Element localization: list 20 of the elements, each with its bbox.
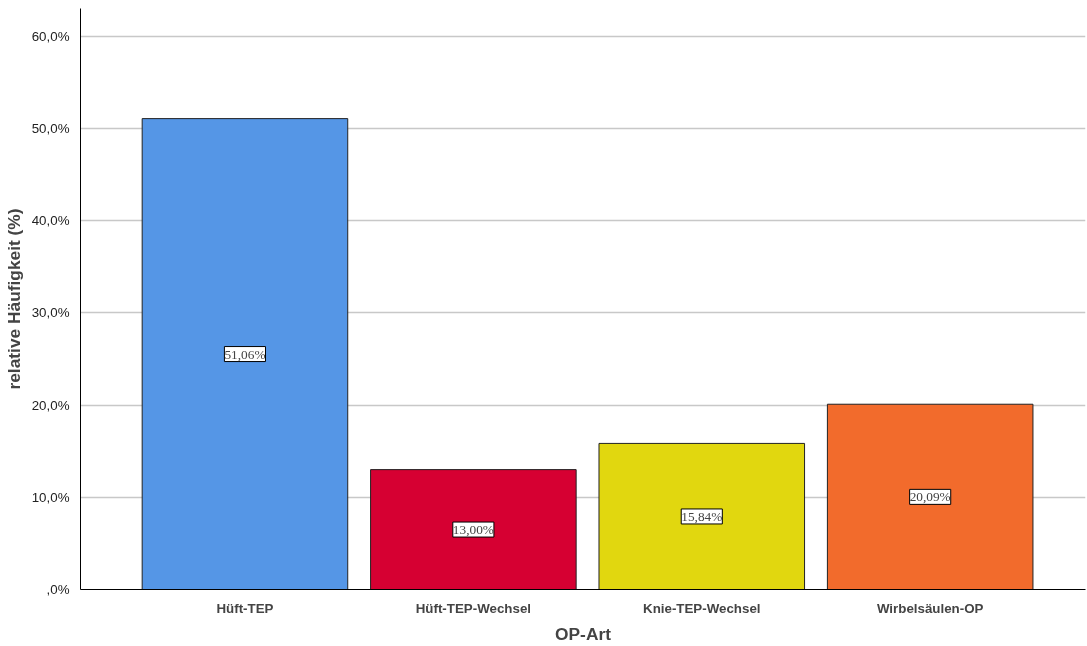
y-tick-label: 40,0% xyxy=(31,213,70,229)
bar xyxy=(141,118,349,590)
data-label: 51,06% xyxy=(224,346,266,362)
y-tick-label: ,0% xyxy=(46,582,70,597)
y-tick-label: 10,0% xyxy=(31,489,70,505)
x-tick-label: Knie-TEP-Wechsel xyxy=(643,600,761,616)
y-axis-title: relative Häufigkeit (%) xyxy=(3,208,24,390)
x-tick-label: Hüft-TEP xyxy=(216,600,274,616)
bar xyxy=(370,469,577,590)
y-tick-label: 60,0% xyxy=(31,28,70,44)
x-tick-label: Wirbelsäulen-OP xyxy=(876,600,984,616)
x-axis-title: OP-Art xyxy=(555,623,612,644)
bar xyxy=(826,403,1034,590)
data-label: 20,09% xyxy=(909,489,951,505)
x-tick-label: Hüft-TEP-Wechsel xyxy=(415,600,532,616)
bar xyxy=(598,442,806,590)
y-tick-label: 50,0% xyxy=(31,120,70,136)
data-label: 15,84% xyxy=(681,508,723,524)
y-tick-label: 20,0% xyxy=(31,397,70,413)
y-tick-label: 30,0% xyxy=(31,305,70,321)
